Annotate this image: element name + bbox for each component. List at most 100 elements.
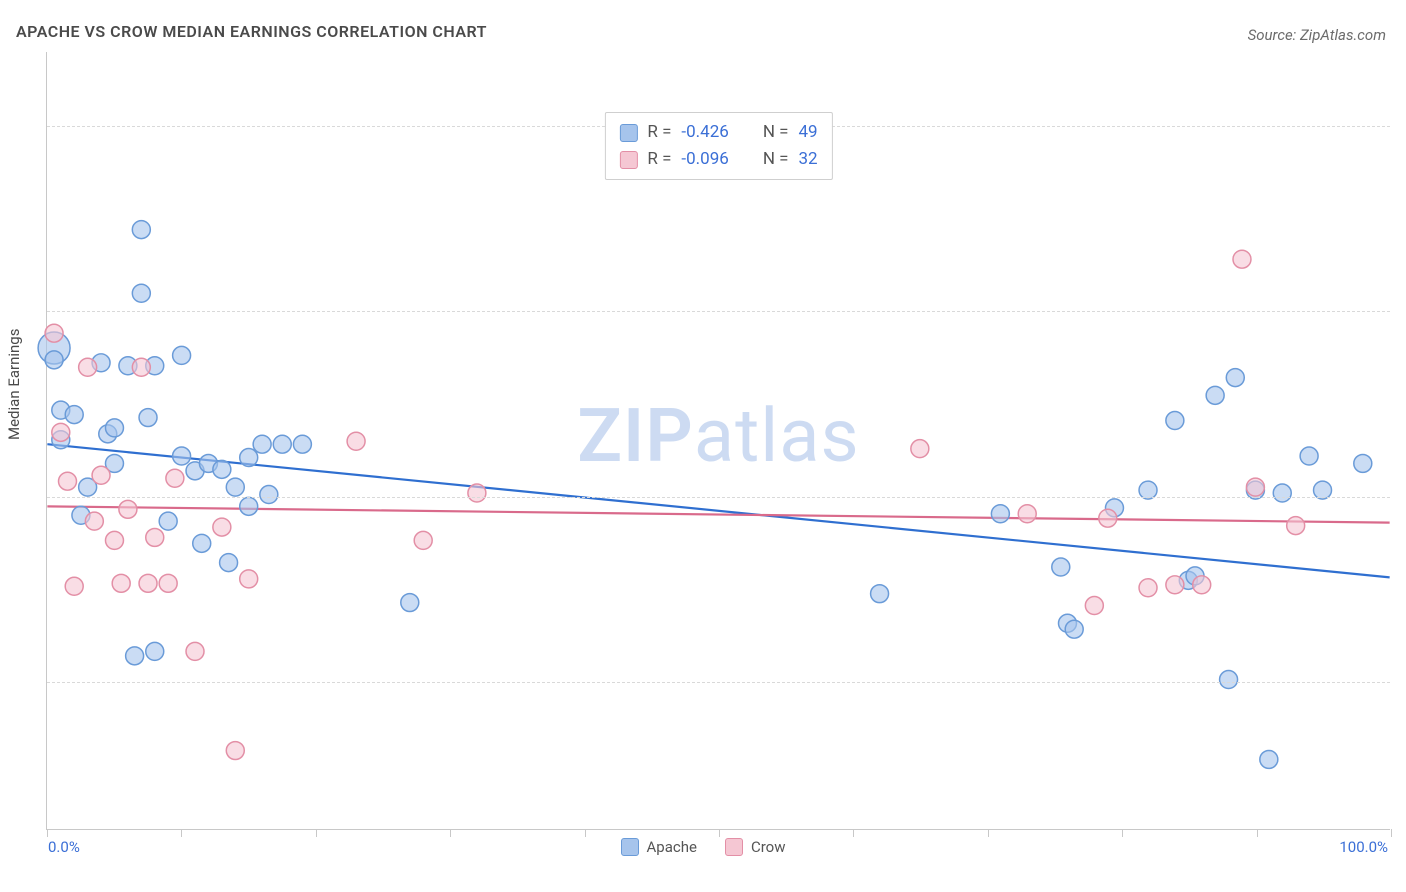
data-point (146, 528, 164, 546)
data-point (414, 531, 432, 549)
y-axis-title: Median Earnings (5, 329, 23, 440)
n-value: 49 (799, 119, 818, 146)
legend-swatch (621, 838, 639, 856)
stats-legend: R = -0.426 N = 49 R = -0.096 N = 32 (604, 112, 832, 180)
data-point (65, 406, 83, 424)
legend-item: Apache (621, 838, 697, 856)
data-point (59, 472, 77, 490)
n-label: N = (763, 146, 789, 173)
data-point (1166, 412, 1184, 430)
data-point (132, 284, 150, 302)
data-point (347, 432, 365, 450)
data-point (220, 554, 238, 572)
legend-label: Crow (751, 838, 786, 856)
n-label: N = (763, 119, 789, 146)
data-point (186, 642, 204, 660)
data-point (45, 351, 63, 369)
x-tick (1257, 829, 1258, 837)
data-point (105, 531, 123, 549)
data-point (1166, 576, 1184, 594)
data-point (139, 574, 157, 592)
legend-swatch (725, 838, 743, 856)
x-tick (1391, 829, 1392, 837)
data-point (293, 435, 311, 453)
r-value: -0.096 (681, 146, 728, 173)
x-tick (719, 829, 720, 837)
data-point (226, 478, 244, 496)
data-point (1354, 454, 1372, 472)
data-point (226, 742, 244, 760)
data-point (92, 466, 110, 484)
data-point (1300, 447, 1318, 465)
data-point (260, 486, 278, 504)
data-point (52, 423, 70, 441)
data-point (991, 505, 1009, 523)
y-tick-label: $35,000 (1392, 488, 1406, 506)
data-point (273, 435, 291, 453)
data-point (146, 642, 164, 660)
chart-container: APACHE VS CROW MEDIAN EARNINGS CORRELATI… (0, 0, 1406, 892)
data-point (132, 358, 150, 376)
r-value: -0.426 (681, 119, 728, 146)
data-point (105, 419, 123, 437)
data-point (1018, 505, 1036, 523)
n-value: 32 (799, 146, 818, 173)
data-point (1065, 620, 1083, 638)
y-tick-label: $47,500 (1392, 302, 1406, 320)
data-point (240, 449, 258, 467)
r-label: R = (647, 119, 671, 146)
legend-swatch (619, 124, 637, 142)
x-tick (181, 829, 182, 837)
plot-frame: ZIPatlas $22,500$35,000$47,500$60,000 R … (46, 52, 1390, 830)
data-point (112, 574, 130, 592)
data-point (253, 435, 271, 453)
data-point (132, 221, 150, 239)
data-point (159, 574, 177, 592)
data-point (240, 570, 258, 588)
y-tick-label: $22,500 (1392, 673, 1406, 691)
x-tick (853, 829, 854, 837)
data-point (1052, 558, 1070, 576)
data-point (1206, 386, 1224, 404)
data-point (1085, 597, 1103, 615)
x-tick (1122, 829, 1123, 837)
data-point (45, 324, 63, 342)
data-point (166, 469, 184, 487)
bottom-legend: Apache Crow (0, 838, 1406, 860)
y-tick-label: $60,000 (1392, 117, 1406, 135)
data-point (1233, 250, 1251, 268)
source-label: Source: ZipAtlas.com (1248, 26, 1386, 44)
data-point (119, 500, 137, 518)
legend-swatch (619, 151, 637, 169)
data-point (159, 512, 177, 530)
data-point (1220, 671, 1238, 689)
x-tick (450, 829, 451, 837)
x-tick (47, 829, 48, 837)
data-point (213, 460, 231, 478)
data-point (911, 440, 929, 458)
data-point (1246, 478, 1264, 496)
data-point (193, 534, 211, 552)
data-point (1139, 579, 1157, 597)
data-point (1226, 369, 1244, 387)
legend-item: Crow (725, 838, 786, 856)
chart-title: APACHE VS CROW MEDIAN EARNINGS CORRELATI… (16, 22, 487, 41)
gridline (47, 682, 1390, 683)
data-point (65, 577, 83, 595)
data-point (871, 585, 889, 603)
legend-label: Apache (647, 838, 697, 856)
data-point (1260, 750, 1278, 768)
data-point (173, 346, 191, 364)
data-point (1287, 517, 1305, 535)
data-point (126, 647, 144, 665)
data-point (213, 518, 231, 536)
data-point (1099, 509, 1117, 527)
data-point (1273, 484, 1291, 502)
stats-row: R = -0.426 N = 49 (619, 119, 817, 146)
data-point (79, 358, 97, 376)
data-point (139, 409, 157, 427)
data-point (468, 484, 486, 502)
gridline (47, 311, 1390, 312)
x-tick (988, 829, 989, 837)
r-label: R = (647, 146, 671, 173)
